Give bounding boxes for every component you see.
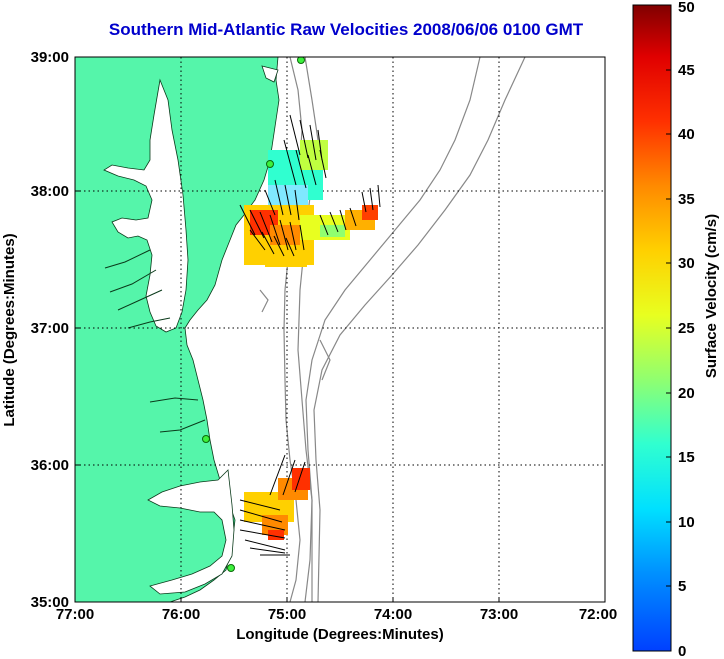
delaware-bay <box>261 65 279 83</box>
colorbar-tick-label: 45 <box>678 62 695 79</box>
velocity-field-south <box>244 468 310 540</box>
velocity-field-north <box>244 140 378 267</box>
map-title: Southern Mid-Atlantic Raw Velocities 200… <box>108 20 584 39</box>
colorbar-tick-label: 20 <box>678 385 695 402</box>
colorbar-tick-label: 0 <box>678 643 686 659</box>
axis-tick-marks <box>75 190 500 602</box>
x-tick-label: 77:00 <box>56 606 94 623</box>
y-axis-label: Latitude (Degrees:Minutes) <box>1 233 18 426</box>
x-axis-label: Longitude (Degrees:Minutes) <box>236 626 444 643</box>
colorbar-tick-label: 10 <box>678 514 695 531</box>
colorbar-tick-label: 5 <box>678 578 686 595</box>
x-tick-label: 74:00 <box>374 606 412 623</box>
y-tick-label: 37:00 <box>31 320 69 337</box>
chesapeake-bay <box>103 78 189 333</box>
bathymetry-contours <box>259 57 526 602</box>
x-tick-label: 72:00 <box>579 606 617 623</box>
grid-lines <box>75 57 605 602</box>
x-tick-label: 76:00 <box>162 606 200 623</box>
colorbar-tick-label: 50 <box>678 0 695 16</box>
colorbar <box>632 4 672 652</box>
x-tick-label: 73:00 <box>480 606 518 623</box>
y-tick-label: 36:00 <box>31 457 69 474</box>
x-tick-label: 75:00 <box>268 606 306 623</box>
pamlico-sound <box>147 469 235 595</box>
y-tick-label: 35:00 <box>31 594 69 611</box>
plot-frame <box>74 56 606 603</box>
colorbar-tick-label: 25 <box>678 320 695 337</box>
y-tick-label: 38:00 <box>31 183 69 200</box>
radar-sites <box>202 57 305 572</box>
velocity-vectors <box>239 114 381 556</box>
colorbar-tick-label: 30 <box>678 255 695 272</box>
colorbar-tick-label: 15 <box>678 449 695 466</box>
colorbar-tick-label: 40 <box>678 126 695 143</box>
colorbar-label: Surface Velocity (cm/s) <box>703 214 720 378</box>
y-tick-label: 39:00 <box>31 49 69 66</box>
colorbar-tick-label: 35 <box>678 191 695 208</box>
river-inlets <box>104 249 206 433</box>
colorbar-tick-marks <box>666 69 671 587</box>
